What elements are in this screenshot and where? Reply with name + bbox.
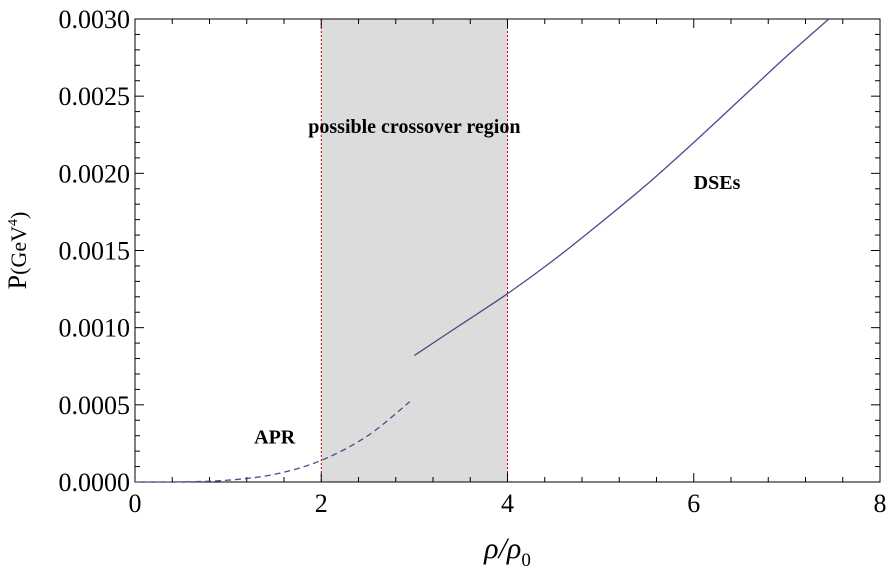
series-line-dses [414, 18, 830, 356]
y-axis-title-unit: (GeV [6, 226, 31, 275]
x-axis-title-subscript: 0 [521, 550, 531, 569]
axis-ticks [134, 18, 881, 483]
annotations: APR possible crossover region DSEs [254, 116, 740, 448]
y-tick-label: 0.0025 [59, 82, 131, 111]
annotation-possible-crossover-region: possible crossover region [308, 116, 520, 138]
y-tick-label: 0.0005 [59, 391, 131, 420]
crossover-region-fill [321, 19, 508, 482]
x-axis-title-main: ρ/ρ [483, 532, 521, 565]
series-line-apr [134, 401, 411, 483]
x-tick-label: 8 [874, 489, 887, 518]
x-tick-label: 2 [315, 489, 328, 518]
x-axis-title: ρ/ρ0 [483, 532, 531, 569]
x-tick-label: 6 [687, 489, 700, 518]
y-axis-title-main: P [3, 275, 32, 289]
y-tick-label: 0.0030 [59, 5, 131, 34]
y-tick-label: 0.0020 [59, 159, 131, 188]
y-tick-label: 0.0000 [59, 468, 131, 497]
y-axis-title: P(GeV4) [3, 212, 32, 290]
x-tick-label: 0 [129, 489, 142, 518]
y-axis-title-superscript: 4 [6, 219, 21, 226]
shaded-region [320, 19, 508, 482]
tick-labels: 0 2 4 6 8 0.0000 0.0005 0.0010 0.0015 0.0020 0.002… [59, 5, 887, 518]
x-tick-label: 4 [501, 489, 514, 518]
y-tick-label: 0.0010 [59, 314, 131, 343]
annotation-apr: APR [254, 426, 296, 448]
annotation-dses: DSEs [694, 172, 741, 194]
y-axis-title-unit-close: ) [6, 212, 31, 219]
y-tick-label: 0.0015 [59, 237, 131, 266]
series-layer [134, 18, 830, 483]
